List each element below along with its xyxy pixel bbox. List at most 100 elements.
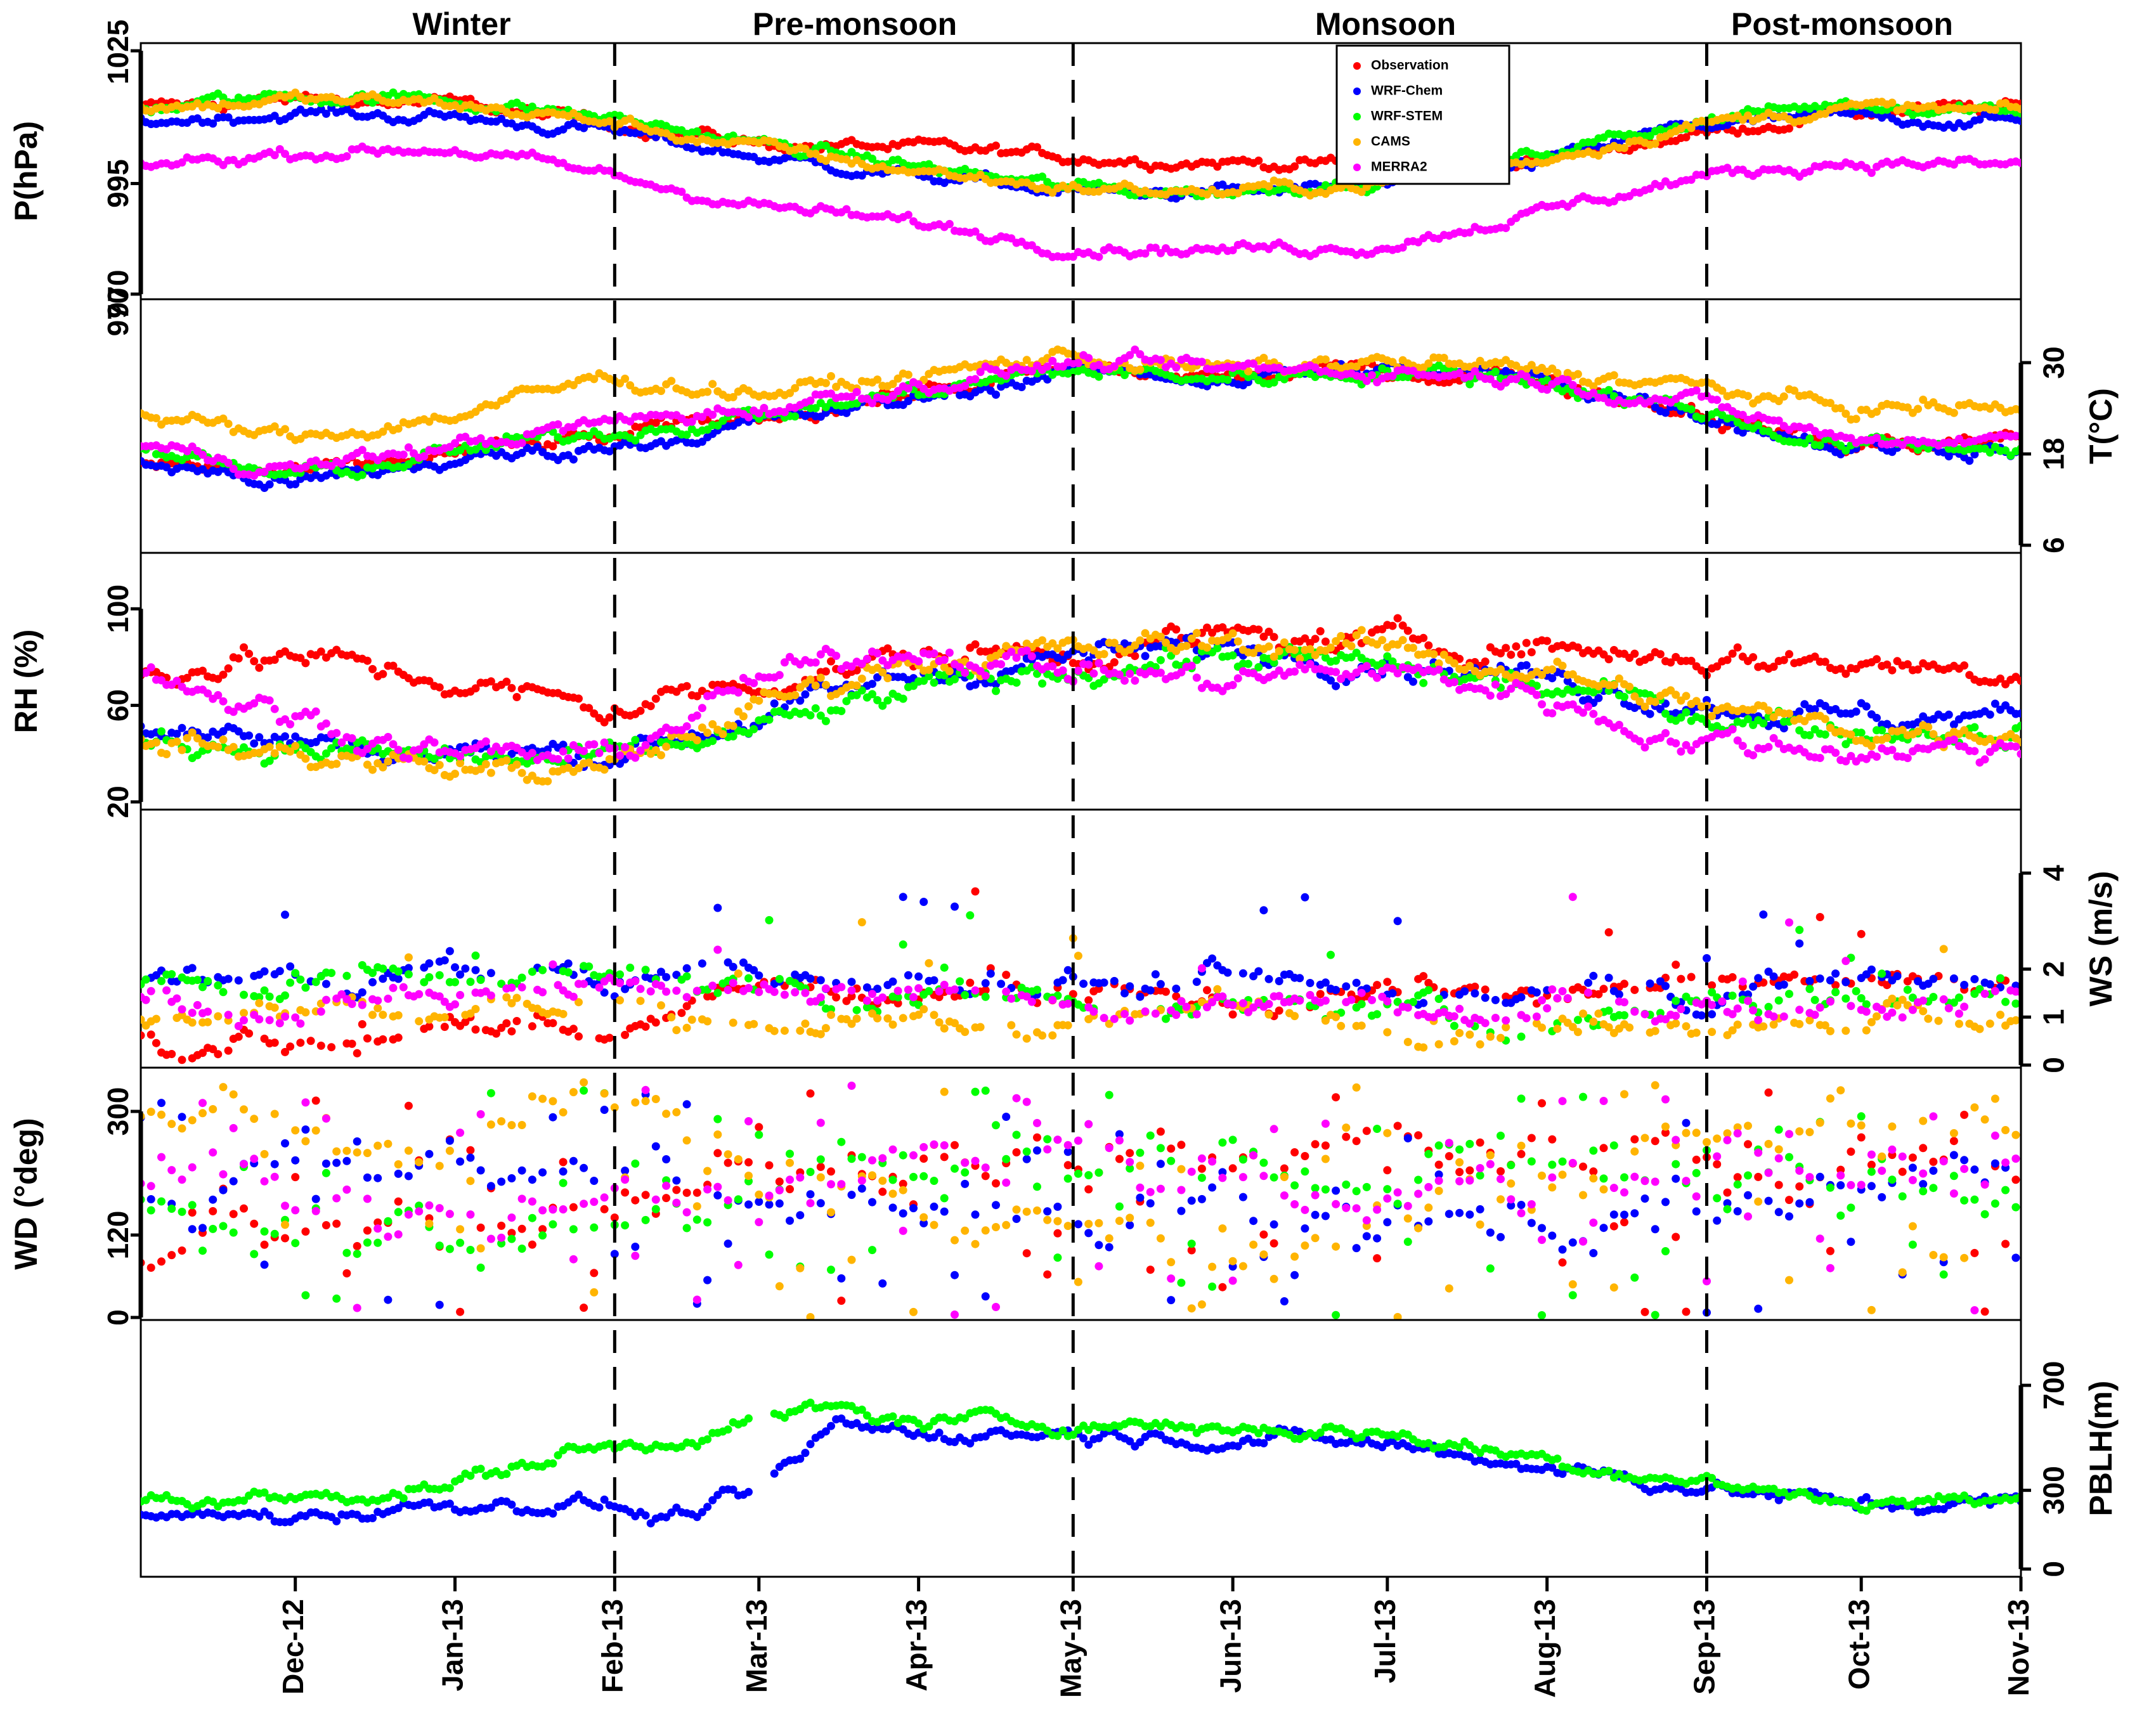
data-point	[543, 777, 552, 786]
data-point	[183, 673, 192, 682]
data-point	[172, 730, 181, 738]
data-point	[888, 380, 897, 389]
y-tick-label: 995	[101, 159, 134, 208]
data-point	[1738, 428, 1747, 437]
data-point	[842, 408, 851, 417]
data-point	[2001, 701, 2010, 710]
data-point	[358, 470, 367, 479]
data-point	[626, 417, 635, 426]
data-point	[1048, 356, 1057, 365]
data-point	[1110, 658, 1119, 667]
data-point	[1733, 643, 1742, 652]
data-point	[1218, 623, 1227, 631]
data-point	[899, 694, 907, 703]
data-point	[883, 674, 892, 683]
data-point	[791, 691, 800, 699]
data-point	[2016, 159, 2021, 167]
data-point	[786, 389, 794, 398]
data-point	[1878, 726, 1886, 735]
data-point	[1141, 652, 1150, 661]
data-point	[265, 480, 274, 489]
data-point	[466, 94, 475, 103]
data-point	[1687, 656, 1696, 665]
data-point	[1779, 724, 1788, 733]
data-point	[1996, 674, 2004, 683]
data-point	[662, 742, 671, 751]
data-point	[559, 741, 568, 749]
data-point	[1522, 638, 1531, 647]
data-point	[234, 654, 243, 663]
data-point	[224, 458, 233, 467]
data-point	[626, 381, 635, 390]
data-point	[1589, 382, 1598, 391]
data-point	[1002, 372, 1011, 380]
data-point	[1594, 151, 1603, 160]
data-point	[1094, 252, 1103, 261]
data-point	[1826, 399, 1835, 408]
y-axis-title: P(hPa)	[8, 121, 44, 221]
data-point	[1228, 246, 1237, 255]
data-point	[1512, 642, 1521, 651]
data-point	[1316, 627, 1325, 636]
data-point	[1151, 243, 1160, 252]
data-point	[585, 704, 594, 713]
data-point	[1656, 650, 1665, 659]
data-point	[925, 672, 933, 680]
data-point	[224, 113, 233, 122]
data-point	[265, 742, 274, 751]
data-point	[1620, 143, 1628, 152]
data-point	[1738, 411, 1747, 419]
data-point	[2016, 709, 2021, 718]
data-point	[1836, 404, 1845, 413]
data-point	[1197, 358, 1206, 366]
data-point	[791, 384, 800, 392]
data-point	[1744, 392, 1752, 401]
data-point	[1857, 728, 1866, 737]
data-point	[255, 733, 264, 742]
data-point	[1805, 731, 1814, 740]
data-point	[1120, 371, 1129, 379]
data-point	[1270, 378, 1278, 387]
data-point	[1903, 660, 1912, 669]
data-point	[1043, 362, 1052, 371]
data-point	[1465, 372, 1474, 381]
data-point	[245, 649, 254, 658]
data-point	[657, 387, 665, 396]
data-point	[842, 205, 851, 214]
data-point	[569, 381, 578, 389]
data-point	[1156, 656, 1165, 664]
data-point	[1244, 367, 1252, 376]
data-point	[1094, 372, 1103, 381]
data-point	[430, 766, 439, 775]
data-point	[250, 739, 259, 748]
data-point	[270, 656, 279, 664]
data-point	[1944, 452, 1953, 461]
data-point	[301, 754, 310, 763]
data-point	[1038, 636, 1047, 645]
data-point	[517, 448, 526, 457]
data-point	[1744, 715, 1752, 723]
data-point	[631, 436, 640, 445]
data-point	[569, 455, 578, 464]
panel-points	[141, 345, 2021, 492]
data-point	[321, 109, 330, 118]
data-point	[1512, 375, 1521, 384]
data-point	[1471, 367, 1479, 376]
data-point	[209, 119, 218, 128]
season-label: Post-monsoon	[1731, 6, 1953, 42]
data-point	[204, 733, 212, 742]
data-point	[1017, 383, 1026, 391]
data-point	[806, 711, 815, 720]
data-point	[708, 380, 717, 389]
data-point	[821, 716, 830, 725]
data-point	[1502, 224, 1510, 233]
data-point	[1264, 182, 1273, 191]
data-point	[1568, 380, 1577, 389]
data-point	[1033, 143, 1041, 152]
data-point	[358, 446, 367, 455]
data-point	[1960, 661, 1969, 670]
data-point	[384, 757, 393, 766]
data-point	[1646, 709, 1654, 718]
data-point	[646, 702, 655, 711]
